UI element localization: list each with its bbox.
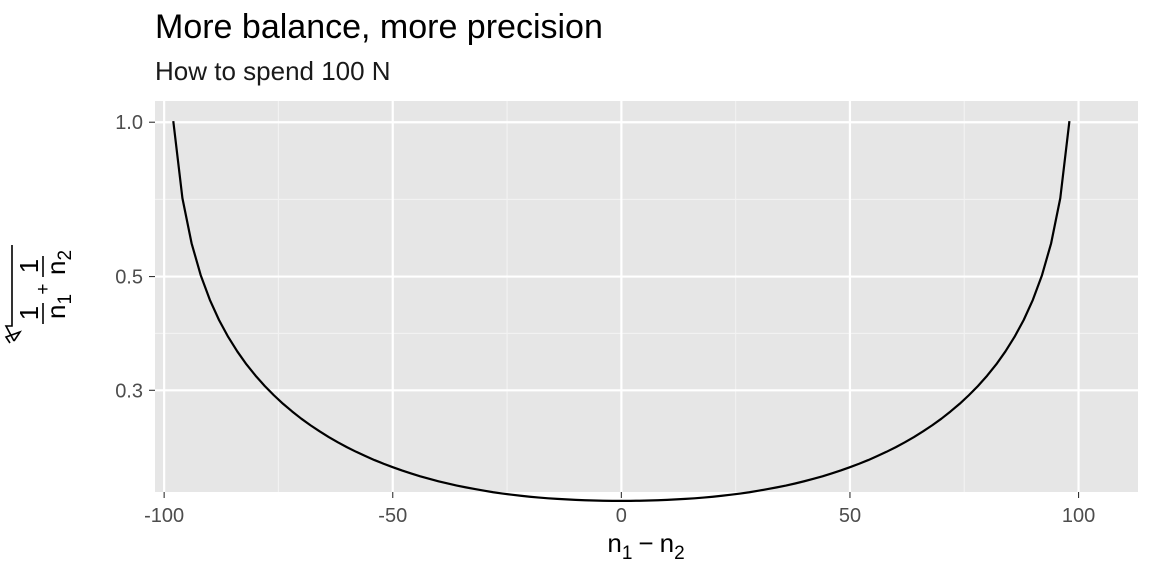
grid-minor [155,101,1138,492]
y-axis-title-num2: 1 [14,259,44,273]
x-tick-label: 100 [1062,505,1095,527]
x-tick-label: 50 [839,505,861,527]
y-axis-title-den2: n2 [41,250,76,275]
y-axis-title-plus: + [33,283,54,294]
y-axis: 0.3 0.5 1.0 [115,112,155,402]
x-axis: -100 -50 0 50 100 [144,492,1095,527]
plot-panel [155,101,1138,492]
chart-subtitle: How to spend 100 N [155,56,391,86]
series-line-0 [172,120,1071,502]
y-axis-title-num1: 1 [14,306,44,320]
y-axis-title: 1 n1 + 1 n2 [4,245,76,344]
y-tick-label: 1.0 [115,112,143,134]
x-axis-title-minus: − [638,528,653,558]
series-layer [172,120,1071,502]
x-tick-label: -50 [378,505,407,527]
x-tick-label: 0 [616,505,627,527]
x-tick-label: -100 [144,505,184,527]
y-tick-label: 0.3 [115,380,143,402]
y-tick-label: 0.5 [115,267,143,289]
y-axis-title-den1: n1 [41,294,76,319]
y-axis-title-radical [4,245,23,344]
x-axis-title: n1− n2 [607,528,684,564]
x-axis-title-sub1: 1 [622,543,633,564]
chart-title: More balance, more precision [155,8,603,46]
x-axis-title-sub2: 2 [674,543,685,564]
x-axis-title-n1: n [607,528,621,558]
x-axis-title-n2: n [660,528,674,558]
